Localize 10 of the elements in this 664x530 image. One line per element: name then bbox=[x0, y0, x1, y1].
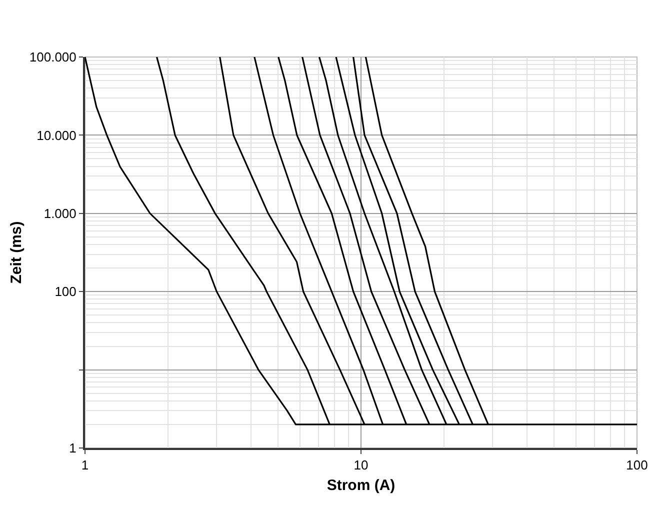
y-tick-label: 10.000 bbox=[36, 128, 76, 143]
y-tick-label: 100 bbox=[54, 284, 76, 300]
y-tick-label: 1 bbox=[69, 440, 76, 456]
x-tick-label: 10 bbox=[354, 458, 368, 473]
x-tick-label: 100 bbox=[626, 458, 648, 473]
y-tick-label: 100.000 bbox=[29, 50, 76, 65]
y-tick-label: 1.000 bbox=[44, 206, 76, 221]
y-axis-title: Zeit (ms) bbox=[8, 221, 26, 284]
x-tick-label: 1 bbox=[81, 458, 89, 473]
x-axis-title: Strom (A) bbox=[326, 477, 396, 494]
